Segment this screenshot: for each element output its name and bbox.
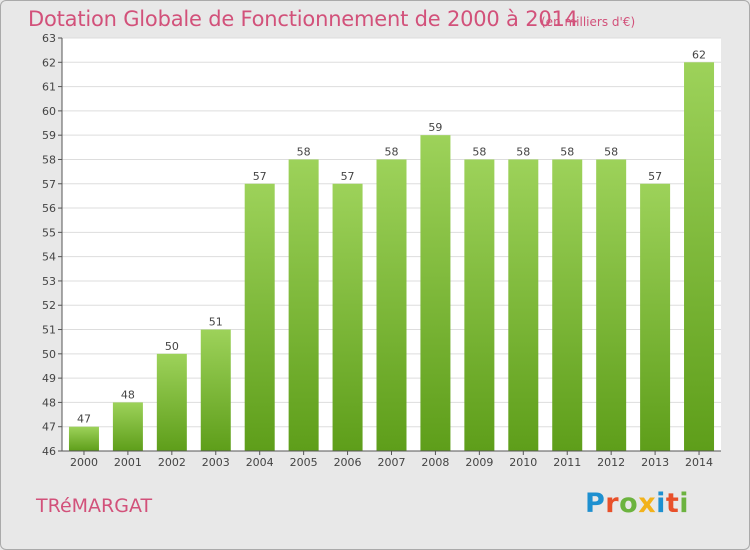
bar xyxy=(68,426,99,451)
data-label: 48 xyxy=(121,388,135,401)
x-tick-label: 2004 xyxy=(246,456,274,469)
data-label: 58 xyxy=(297,145,311,158)
data-label: 58 xyxy=(516,145,530,158)
bar xyxy=(640,183,671,451)
y-tick-label: 62 xyxy=(42,56,56,69)
y-tick-label: 47 xyxy=(42,421,56,434)
bar xyxy=(244,183,275,451)
data-label: 57 xyxy=(341,170,355,183)
logo-letter: i xyxy=(656,488,666,519)
x-tick-label: 2009 xyxy=(465,456,493,469)
bar xyxy=(332,183,363,451)
x-tick-label: 2003 xyxy=(202,456,230,469)
y-tick-label: 61 xyxy=(42,81,56,94)
bar xyxy=(156,353,187,451)
x-tick-label: 2012 xyxy=(597,456,625,469)
y-tick-label: 58 xyxy=(42,153,56,166)
data-label: 58 xyxy=(472,145,486,158)
commune-name: TRéMARGAT xyxy=(36,495,153,517)
data-label: 57 xyxy=(648,170,662,183)
data-label: 58 xyxy=(560,145,574,158)
x-tick-label: 2002 xyxy=(158,456,186,469)
data-label: 50 xyxy=(165,340,179,353)
y-tick-label: 60 xyxy=(42,105,56,118)
y-tick-label: 53 xyxy=(42,275,56,288)
y-tick-label: 49 xyxy=(42,372,56,385)
logo-letter: t xyxy=(665,488,680,519)
bar xyxy=(112,402,143,451)
x-tick-label: 2005 xyxy=(290,456,318,469)
logo-letter: x xyxy=(638,488,657,519)
y-tick-label: 57 xyxy=(42,178,56,191)
data-label: 58 xyxy=(385,145,399,158)
x-tick-label: 2007 xyxy=(378,456,406,469)
data-label: 51 xyxy=(209,316,223,329)
chart-title: Dotation Globale de Fonctionnement de 20… xyxy=(28,7,578,31)
y-tick-label: 56 xyxy=(42,202,56,215)
bar xyxy=(684,62,715,451)
data-label: 47 xyxy=(77,413,91,426)
bar xyxy=(552,159,583,451)
y-tick-label: 52 xyxy=(42,299,56,312)
chart-subtitle: (en milliers d'€) xyxy=(541,15,636,29)
bar xyxy=(420,135,451,452)
bar xyxy=(288,159,319,451)
x-tick-label: 2001 xyxy=(114,456,142,469)
y-tick-label: 50 xyxy=(42,348,56,361)
x-tick-label: 2006 xyxy=(334,456,362,469)
proxiti-logo: Proxiti xyxy=(585,488,689,519)
y-tick-label: 63 xyxy=(42,32,56,45)
bars: 47 48 50 51 57 58 57 58 59 58 58 58 58 57 62 xyxy=(68,48,715,452)
data-label: 62 xyxy=(692,48,706,61)
y-axis: 46 47 48 49 50 51 52 53 54 55 56 57 58 59 60 61 62 63 xyxy=(42,32,63,458)
data-label: 59 xyxy=(428,121,442,134)
y-tick-label: 55 xyxy=(42,226,56,239)
x-tick-label: 2011 xyxy=(553,456,581,469)
logo-letter: P xyxy=(585,488,606,519)
bar xyxy=(376,159,407,451)
y-tick-label: 46 xyxy=(42,445,56,458)
x-tick-label: 2013 xyxy=(641,456,669,469)
y-tick-label: 54 xyxy=(42,251,56,264)
bar xyxy=(596,159,627,451)
data-label: 57 xyxy=(253,170,267,183)
y-tick-label: 51 xyxy=(42,324,56,337)
logo-letter: r xyxy=(605,488,620,519)
x-tick-label: 2008 xyxy=(421,456,449,469)
y-tick-label: 59 xyxy=(42,129,56,142)
logo-letter: i xyxy=(679,488,690,519)
x-tick-label: 2000 xyxy=(70,456,98,469)
x-axis: 2000 2001 2002 2003 2004 2005 2006 2007 2008 2009… xyxy=(62,450,721,469)
bar xyxy=(464,159,495,451)
y-tick-label: 48 xyxy=(42,396,56,409)
logo-letter: o xyxy=(619,488,639,519)
x-tick-label: 2014 xyxy=(685,456,713,469)
bar xyxy=(508,159,539,451)
x-tick-label: 2010 xyxy=(509,456,537,469)
bar xyxy=(200,329,231,451)
data-label: 58 xyxy=(604,145,618,158)
